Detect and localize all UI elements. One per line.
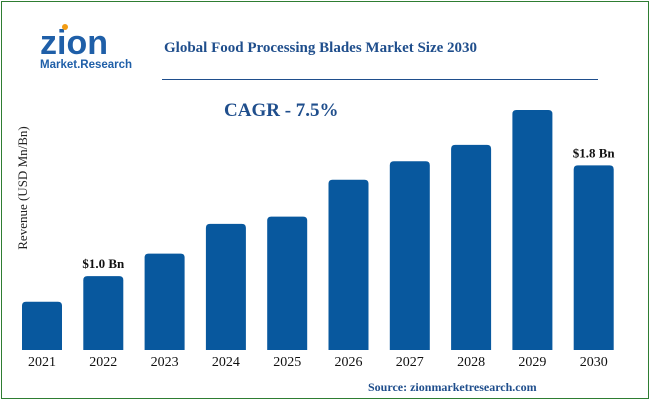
cagr-annotation: CAGR - 7.5% [224, 100, 339, 121]
logo-wordmark: zion [40, 24, 108, 62]
bar-2025 [267, 216, 308, 350]
source-note: Source: zionmarketresearch.com [368, 380, 537, 394]
bar-2029 [512, 110, 553, 350]
logo-subtitle: Market.Research [40, 59, 132, 71]
data-label-2022: $1.0 Bn [82, 256, 125, 271]
x-tick-2030: 2030 [580, 355, 608, 370]
title-divider [162, 79, 598, 80]
x-tick-2024: 2024 [212, 355, 240, 370]
bar-2026 [328, 179, 369, 350]
x-tick-2026: 2026 [335, 355, 363, 370]
bar-2023 [144, 253, 185, 350]
x-tick-2021: 2021 [28, 355, 56, 370]
x-tick-2027: 2027 [396, 355, 424, 370]
bar-2022 [83, 276, 124, 350]
x-tick-2023: 2023 [151, 355, 179, 370]
data-label-2030: $1.8 Bn [573, 145, 616, 160]
x-tick-2029: 2029 [518, 355, 546, 370]
x-tick-2022: 2022 [89, 355, 117, 370]
chart-title: Global Food Processing Blades Market Siz… [164, 40, 478, 56]
logo-dot-icon [62, 24, 68, 30]
bar-2021 [22, 301, 62, 350]
x-tick-2028: 2028 [457, 355, 485, 370]
x-tick-2025: 2025 [273, 355, 301, 370]
bar-2024 [205, 223, 246, 350]
bar-2028 [451, 144, 492, 350]
bar-2030 [573, 165, 614, 350]
zion-logo: zion Market.Research [40, 24, 150, 74]
bar-2027 [389, 161, 430, 350]
